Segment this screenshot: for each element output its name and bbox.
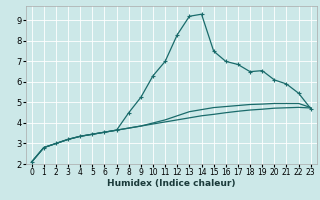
X-axis label: Humidex (Indice chaleur): Humidex (Indice chaleur)	[107, 179, 236, 188]
